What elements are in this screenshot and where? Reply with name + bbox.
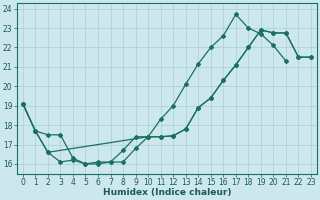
X-axis label: Humidex (Indice chaleur): Humidex (Indice chaleur) [103, 188, 231, 197]
